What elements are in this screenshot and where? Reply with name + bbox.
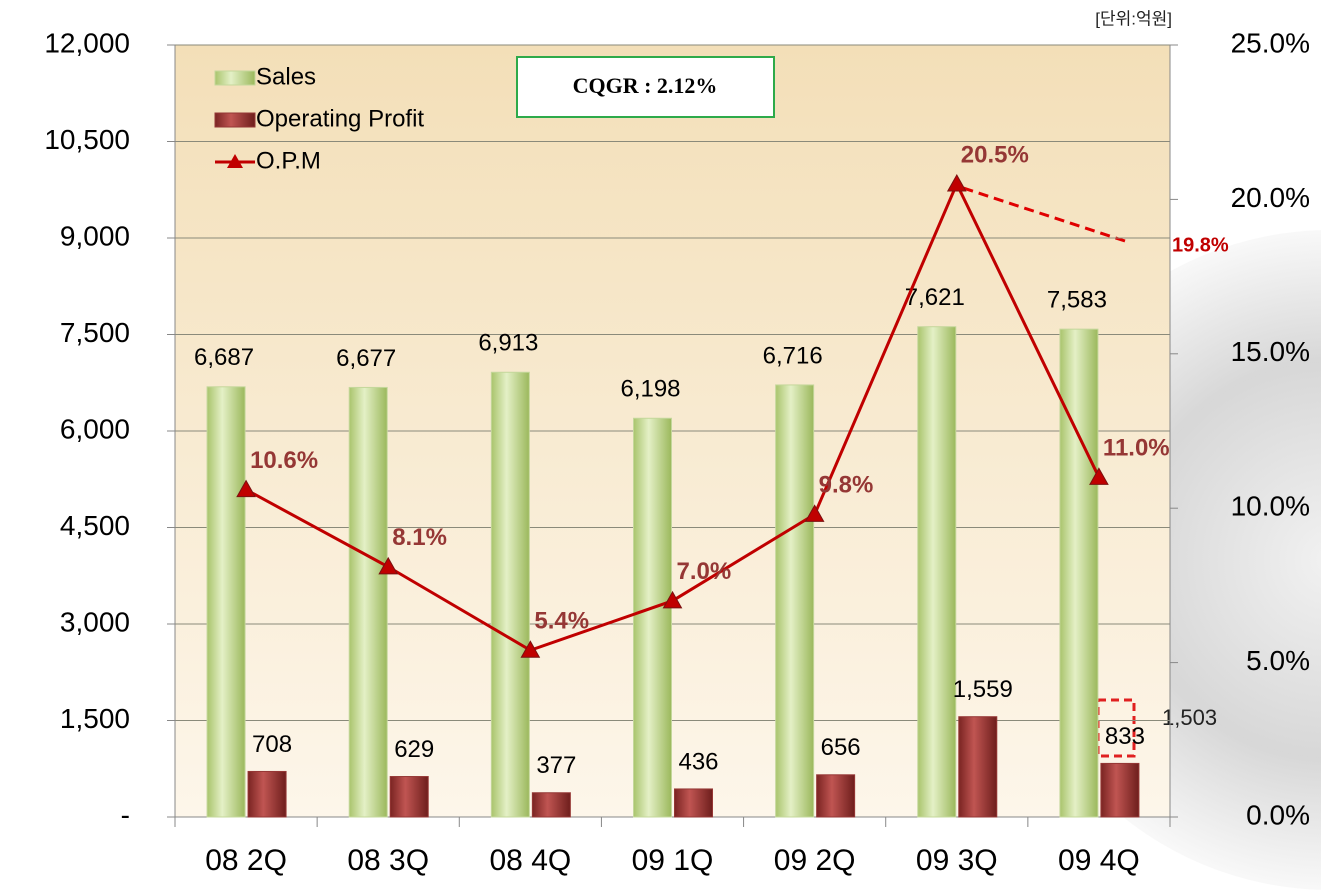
- data-label: 7,621: [905, 284, 965, 311]
- data-label: 6,716: [763, 342, 823, 369]
- y-tick-label: 12,000: [44, 27, 130, 58]
- y2-tick-label: 20.0%: [1231, 182, 1310, 213]
- data-label: 833: [1105, 723, 1145, 750]
- y-tick-label: 10,500: [44, 124, 130, 155]
- data-label: 6,677: [336, 345, 396, 372]
- bar: [958, 716, 998, 818]
- x-tick-label: 08 2Q: [205, 844, 287, 877]
- marker: [378, 556, 399, 575]
- bar: [633, 417, 672, 818]
- data-label: 5.4%: [534, 608, 589, 635]
- bar: [1059, 328, 1099, 818]
- x-tick-label: 08 4Q: [489, 844, 571, 877]
- data-label: 8.1%: [392, 524, 447, 551]
- data-label: 708: [252, 731, 292, 758]
- data-label: 7,583: [1047, 287, 1107, 314]
- y-tick-label: 4,500: [60, 510, 130, 541]
- projection-label: 19.8%: [1172, 234, 1229, 256]
- data-label: 9.8%: [819, 472, 874, 499]
- data-label: 629: [394, 736, 434, 763]
- x-tick-label: 09 4Q: [1058, 844, 1140, 877]
- unit-note: [단위:억원]: [1095, 9, 1172, 28]
- bar: [1100, 762, 1140, 818]
- data-label: 656: [821, 734, 861, 761]
- faint-label: -42.0: [8, 584, 49, 604]
- y-tick-label: -: [121, 799, 130, 830]
- x-tick-label: 09 3Q: [916, 844, 998, 877]
- x-tick-label: 08 3Q: [347, 844, 429, 877]
- legend-label: Sales: [256, 63, 316, 90]
- bar: [389, 776, 429, 818]
- bar: [775, 384, 815, 818]
- y-tick-label: 3,000: [60, 606, 130, 637]
- legend-swatch: [227, 154, 243, 168]
- data-label: 11.0%: [1103, 435, 1170, 462]
- x-tick-label: 09 1Q: [632, 844, 714, 877]
- data-label: 436: [678, 748, 718, 775]
- y-tick-label: 1,500: [60, 703, 130, 734]
- bar: [247, 770, 287, 818]
- extra-label: 1,503: [1162, 705, 1217, 730]
- bar: [917, 326, 957, 818]
- projection-line: [956, 184, 1126, 243]
- data-label: 10.6%: [250, 447, 318, 474]
- y-tick-label: 7,500: [60, 317, 130, 348]
- y2-tick-label: 10.0%: [1231, 491, 1310, 522]
- y2-tick-label: 5.0%: [1246, 645, 1310, 676]
- y2-tick-label: 0.0%: [1246, 799, 1310, 830]
- data-label: 6,198: [620, 376, 680, 403]
- data-label: 1,559: [953, 676, 1013, 703]
- legend-label: O.P.M: [256, 147, 321, 174]
- faint-label: OPM: [15, 556, 56, 576]
- bar: [490, 371, 530, 818]
- annotation-box: [516, 56, 775, 118]
- bar: [348, 386, 388, 818]
- bar: [674, 788, 713, 818]
- bar: [816, 774, 856, 818]
- x-tick-label: 09 2Q: [774, 844, 856, 877]
- legend-swatch: [214, 70, 256, 86]
- y2-tick-label: 25.0%: [1231, 27, 1310, 58]
- annotation: CQGR : 2.12%: [573, 73, 718, 98]
- data-label: 377: [536, 752, 576, 779]
- legend-label: Operating Profit: [256, 105, 424, 132]
- bar: [531, 792, 571, 818]
- marker: [236, 479, 256, 498]
- y2-tick-label: 15.0%: [1231, 336, 1310, 367]
- data-label: 6,913: [478, 330, 538, 357]
- marker: [804, 504, 825, 522]
- data-label: 6,687: [194, 344, 254, 371]
- marker: [520, 640, 541, 658]
- marker: [662, 590, 683, 609]
- y-tick-label: 9,000: [60, 220, 130, 251]
- data-label: 20.5%: [961, 141, 1029, 168]
- legend-swatch: [214, 112, 256, 128]
- data-label: 7.0%: [677, 558, 732, 585]
- marker: [1089, 467, 1109, 485]
- y-tick-label: 6,000: [60, 413, 130, 444]
- bar: [206, 386, 246, 818]
- marker: [946, 173, 967, 192]
